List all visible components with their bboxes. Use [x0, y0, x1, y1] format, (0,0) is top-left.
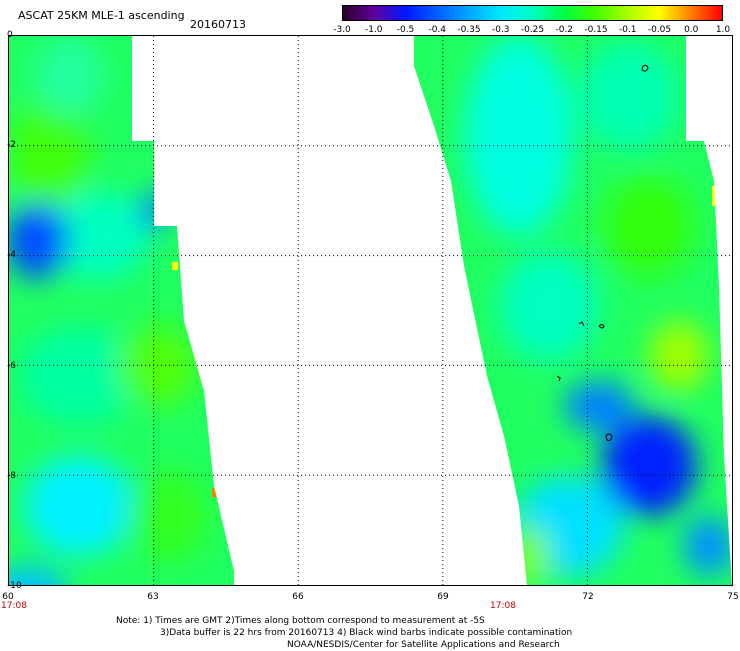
contamination-marks [556, 64, 649, 441]
note-line-3: NOAA/NESDIS/Center for Satellite Applica… [287, 640, 560, 650]
color-scale-label: -0.25 [520, 25, 545, 35]
color-scale-label: -0.1 [618, 25, 637, 35]
latitude-label: 0 [7, 30, 13, 40]
color-scale-label: -1.0 [364, 25, 383, 35]
color-scale-label: 0.0 [684, 25, 699, 35]
longitude-label: 72 [582, 592, 594, 602]
color-scale-label: 1.0 [715, 25, 731, 35]
lat-lon-grid [9, 36, 732, 585]
color-scale-label: -0.4 [428, 25, 447, 35]
left-swath [9, 36, 234, 585]
latitude-label: -10 [7, 581, 22, 591]
right-swath [414, 36, 732, 585]
time-label-right: 17:08 [490, 601, 516, 611]
time-label-left: 17:08 [1, 601, 27, 611]
color-scale-label: -0.3 [491, 25, 510, 35]
latitude-label: -8 [7, 470, 16, 481]
color-scale-label: -3.0 [333, 25, 351, 35]
color-scale-label: -0.15 [584, 25, 608, 35]
latitude-label: -4 [7, 250, 16, 261]
footnotes: Note: 1) Times are GMT 2)Times along bot… [116, 615, 572, 651]
latitude-label: -6 [7, 360, 16, 371]
swath-map-svg [9, 36, 732, 585]
color-scale-label: -0.2 [555, 25, 574, 35]
color-scale-label: -0.5 [396, 25, 415, 35]
note-line-1: Note: 1) Times are GMT 2)Times along bot… [116, 616, 485, 626]
color-scale-label: -0.05 [647, 25, 672, 35]
longitude-label: 60 [2, 592, 14, 602]
color-scale-label: -0.35 [457, 25, 481, 35]
map-title: ASCAT 25KM MLE-1 ascending [18, 9, 185, 22]
color-scale-bar [342, 5, 723, 21]
longitude-label: 69 [437, 592, 449, 602]
longitude-label: 75 [727, 592, 739, 602]
note-line-2: 3)Data buffer is 22 hrs from 20160713 4)… [160, 628, 573, 638]
longitude-label: 63 [147, 592, 159, 602]
map-date: 20160713 [190, 18, 246, 31]
latitude-label: -2 [7, 140, 16, 151]
swath-map [8, 35, 733, 586]
longitude-label: 66 [292, 592, 304, 602]
